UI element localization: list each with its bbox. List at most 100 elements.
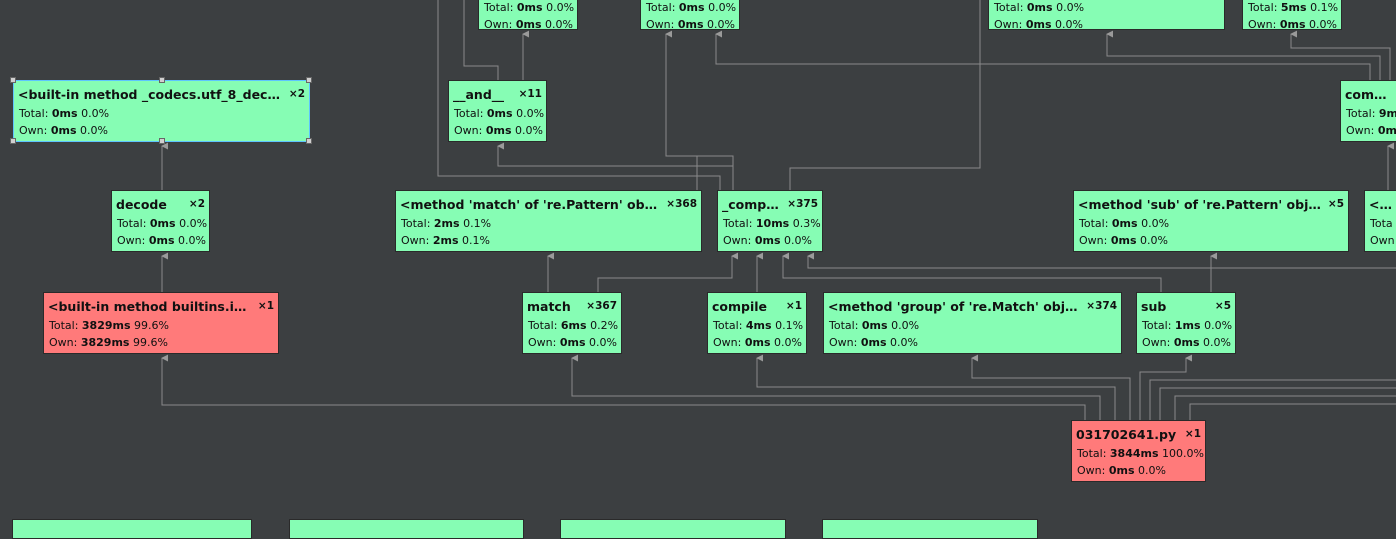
- node-total-row: Total: 6ms 0.2%: [528, 319, 618, 332]
- node-total-row: Total: 3829ms 99.6%: [49, 319, 274, 332]
- row-pct: 0.0%: [891, 319, 920, 332]
- node-title: decode: [116, 196, 167, 212]
- row-pct: 0.0%: [890, 336, 918, 349]
- edge-_compile-top2: [665, 30, 698, 190]
- call-node-partial-bottom[interactable]: [822, 519, 1038, 539]
- node-header: match ×367: [527, 297, 617, 315]
- node-call-count: ×2: [288, 88, 305, 100]
- call-node-compile-r[interactable]: compile Total: 9m Own: 0m: [1340, 80, 1396, 142]
- node-own-row: Own: 0ms 0.0%: [117, 234, 206, 247]
- call-node-top1[interactable]: Total: 0ms 0.0% Own: 0ms 0.0%: [478, 0, 578, 30]
- selection-handle[interactable]: [306, 77, 312, 83]
- row-pct: 0.0%: [545, 18, 573, 30]
- node-header: <method 'sub' of 're.Pattern' objects> ×5: [1078, 195, 1344, 213]
- row-pct: 0.0%: [774, 336, 802, 349]
- node-title: <method 'group' of 're.Match' objects>: [828, 298, 1081, 314]
- row-ms: 0ms: [1173, 336, 1200, 349]
- row-label: Total:: [49, 319, 79, 332]
- edge-sub-_compile: [782, 252, 1162, 292]
- row-ms: 0ms: [486, 107, 513, 120]
- node-call-count: ×1: [257, 300, 274, 312]
- call-node-sub[interactable]: sub ×5 Total: 1ms 0.0% Own: 0ms 0.0%: [1136, 292, 1236, 354]
- selection-handle[interactable]: [306, 138, 312, 144]
- row-ms: 0ms: [1025, 18, 1052, 30]
- node-total-row: Total: 0ms 0.0%: [994, 1, 1220, 14]
- row-pct: 0.0%: [80, 124, 108, 137]
- row-label: Own:: [713, 336, 742, 349]
- selection-handle[interactable]: [10, 77, 16, 83]
- call-node-decode[interactable]: decode ×2 Total: 0ms 0.0% Own: 0ms 0.0%: [111, 190, 210, 252]
- node-title: <method 'sub' of 're.Pattern' objects>: [1078, 196, 1322, 212]
- call-node-partial-bottom[interactable]: [12, 519, 252, 539]
- row-pct: 0.0%: [81, 107, 110, 120]
- row-label: Own:: [117, 234, 146, 247]
- row-label: Own:: [401, 234, 430, 247]
- row-ms: 4ms: [745, 319, 772, 332]
- row-ms: 0ms: [744, 336, 771, 349]
- row-label: Total:: [528, 319, 558, 332]
- row-pct: 99.6%: [134, 319, 169, 332]
- row-label: Own:: [1248, 18, 1277, 30]
- node-call-count: ×11: [518, 88, 542, 100]
- row-pct: 0.0%: [1055, 18, 1083, 30]
- call-node-match-method[interactable]: <method 'match' of 're.Pattern' objects>…: [395, 190, 702, 252]
- node-own-row: Own: 0ms 0.0%: [484, 18, 573, 30]
- row-text: Tota: [1370, 217, 1393, 230]
- row-pct: 0.3%: [792, 217, 821, 230]
- node-call-count: ×2: [188, 198, 205, 210]
- node-own-row: Own: 0ms 0.0%: [1079, 234, 1344, 247]
- call-node-compile[interactable]: compile ×1 Total: 4ms 0.1% Own: 0ms 0.0%: [707, 292, 807, 354]
- row-label: Total:: [1142, 319, 1172, 332]
- row-label: Total:: [117, 217, 147, 230]
- row-ms: 0ms: [860, 336, 887, 349]
- selection-handle[interactable]: [158, 138, 165, 144]
- selection-handle[interactable]: [158, 77, 165, 83]
- call-node-me-cut[interactable]: <me Tota Own: [1364, 190, 1396, 252]
- node-header: decode ×2: [116, 195, 205, 213]
- edge-_compile-and: [497, 142, 734, 190]
- row-ms: 2ms: [433, 217, 460, 230]
- call-node-group-method[interactable]: <method 'group' of 're.Match' objects> ×3…: [823, 292, 1122, 354]
- row-label: Total:: [646, 1, 676, 14]
- selection-handle[interactable]: [10, 138, 16, 144]
- call-node-match[interactable]: match ×367 Total: 6ms 0.2% Own: 0ms 0.0%: [522, 292, 622, 354]
- node-header: compile ×1: [712, 297, 802, 315]
- call-node-top4[interactable]: Total: 5ms 0.1% Own: 0ms 0.0%: [1242, 0, 1342, 30]
- node-total-row: Total: 3844ms 100.0%: [1077, 447, 1204, 460]
- row-ms: 0ms: [559, 336, 586, 349]
- call-node-and[interactable]: __and__ ×11 Total: 0ms 0.0% Own: 0ms 0.0%: [448, 80, 547, 142]
- call-node-partial-bottom[interactable]: [289, 519, 524, 539]
- node-total-row: Total: 0ms 0.0%: [646, 1, 736, 14]
- call-node-top2[interactable]: Total: 0ms 0.0% Own: 0ms 0.0%: [640, 0, 740, 30]
- call-node-codecs[interactable]: <built-in method _codecs.utf_8_decod... ×…: [13, 80, 310, 142]
- row-ms: 0ms: [677, 18, 704, 30]
- call-node-partial-bottom[interactable]: [560, 519, 786, 539]
- call-node-root[interactable]: 031702641.py ×1 Total: 3844ms 100.0% Own: 0…: [1071, 420, 1206, 482]
- node-call-count: ×1: [785, 300, 802, 312]
- node-own-row: Own: 0ms 0.0%: [994, 18, 1220, 30]
- edge-_compile-top2c: [666, 155, 734, 190]
- row-label: Own:: [646, 18, 675, 30]
- call-node--compile[interactable]: _compile ×375 Total: 10ms 0.3% Own: 0ms 0.0…: [717, 190, 823, 252]
- call-node-top3[interactable]: Total: 0ms 0.0% Own: 0ms 0.0%: [988, 0, 1225, 30]
- row-ms: 5ms: [1280, 1, 1307, 14]
- call-node-sub-method[interactable]: <method 'sub' of 're.Pattern' objects> ×5…: [1073, 190, 1349, 252]
- row-label: Own:: [1079, 234, 1108, 247]
- node-call-count: ×367: [586, 300, 617, 312]
- edge-root-r1: [1149, 379, 1396, 420]
- row-ms: 6ms: [560, 319, 587, 332]
- node-call-count: ×5: [1214, 300, 1231, 312]
- node-total-row: Total: 4ms 0.1%: [713, 319, 803, 332]
- node-title: 031702641.py: [1076, 426, 1177, 442]
- row-pct: 0.1%: [463, 217, 492, 230]
- row-label: Own:: [49, 336, 78, 349]
- node-header: <built-in method _codecs.utf_8_decod... ×…: [18, 85, 305, 103]
- call-node-input[interactable]: <built-in method builtins.input> ×1 Total:…: [43, 292, 279, 354]
- edge-and-top1: [463, 0, 499, 80]
- row-ms: 0ms: [1111, 217, 1138, 230]
- node-header: <method 'group' of 're.Match' objects> ×3…: [828, 297, 1117, 315]
- row-pct: 0.0%: [1056, 1, 1085, 14]
- edge-cr-top3: [1106, 30, 1381, 80]
- row-label: Total:: [401, 217, 431, 230]
- node-own-row: Own: 0ms 0.0%: [528, 336, 617, 349]
